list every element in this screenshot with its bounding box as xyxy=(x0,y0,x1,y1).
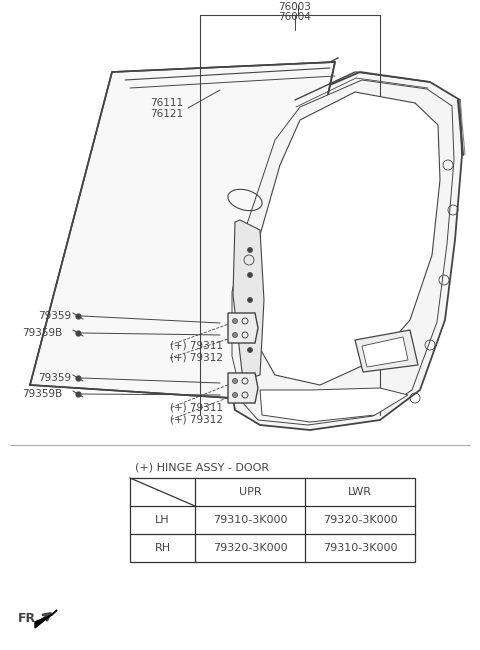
Text: (+) 79312: (+) 79312 xyxy=(170,415,223,425)
Text: 79359B: 79359B xyxy=(22,328,62,338)
Text: FR.: FR. xyxy=(18,612,41,625)
Text: 76111: 76111 xyxy=(150,98,183,108)
Polygon shape xyxy=(225,72,462,430)
Circle shape xyxy=(248,248,252,252)
Polygon shape xyxy=(228,373,258,403)
Text: LWR: LWR xyxy=(348,487,372,497)
Text: 79310-3K000: 79310-3K000 xyxy=(213,515,287,525)
Text: 79320-3K000: 79320-3K000 xyxy=(323,515,397,525)
Text: 79359: 79359 xyxy=(38,373,71,383)
Text: 76121: 76121 xyxy=(150,109,183,119)
Text: 79320-3K000: 79320-3K000 xyxy=(213,543,288,553)
Polygon shape xyxy=(362,337,408,367)
Polygon shape xyxy=(233,220,264,380)
Text: (+) HINGE ASSY - DOOR: (+) HINGE ASSY - DOOR xyxy=(135,463,269,473)
Polygon shape xyxy=(30,62,335,400)
Text: 79359B: 79359B xyxy=(22,389,62,399)
Polygon shape xyxy=(255,92,440,385)
Circle shape xyxy=(248,298,252,302)
Polygon shape xyxy=(228,313,258,343)
Text: (+) 79312: (+) 79312 xyxy=(170,353,223,363)
Text: 79310-3K000: 79310-3K000 xyxy=(323,543,397,553)
Polygon shape xyxy=(232,80,454,425)
Text: (+) 79311: (+) 79311 xyxy=(170,403,223,413)
Circle shape xyxy=(248,272,252,278)
Polygon shape xyxy=(355,330,418,372)
Text: LH: LH xyxy=(155,515,170,525)
Circle shape xyxy=(232,318,238,324)
Circle shape xyxy=(232,393,238,398)
Polygon shape xyxy=(35,610,57,628)
Text: 79359: 79359 xyxy=(38,311,71,321)
Bar xyxy=(130,478,415,562)
Circle shape xyxy=(248,322,252,328)
Circle shape xyxy=(248,348,252,352)
Polygon shape xyxy=(260,388,408,422)
Text: (+) 79311: (+) 79311 xyxy=(170,340,223,350)
Text: UPR: UPR xyxy=(239,487,261,497)
Text: RH: RH xyxy=(155,543,170,553)
Circle shape xyxy=(232,378,238,383)
Circle shape xyxy=(232,333,238,337)
Text: 76004: 76004 xyxy=(278,12,312,22)
Text: 76003: 76003 xyxy=(278,2,312,12)
